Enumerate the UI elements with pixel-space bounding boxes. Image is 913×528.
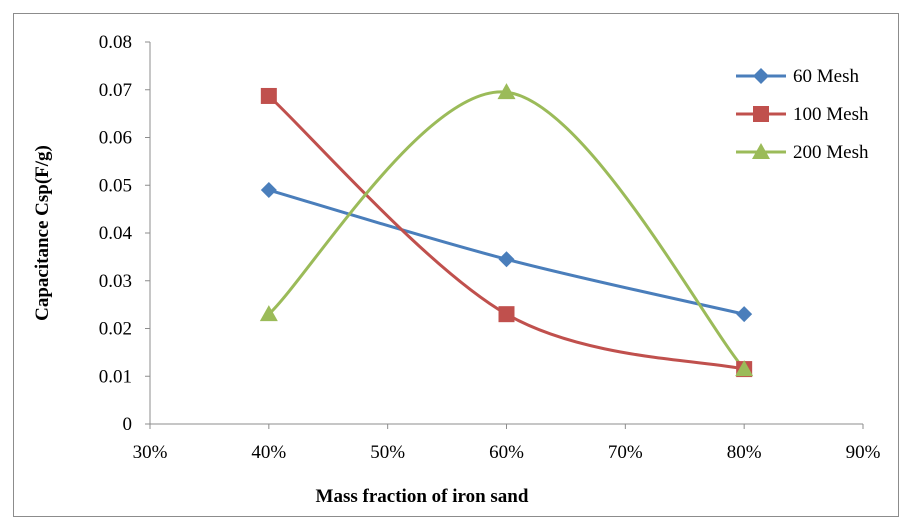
x-tick-label: 40%: [251, 442, 286, 463]
data-point-200-mesh: [259, 305, 278, 322]
legend-label: 100 Mesh: [793, 104, 869, 125]
series-line-100-mesh: [267, 94, 745, 371]
legend-item-200-mesh: 200 Mesh: [736, 142, 869, 163]
chart-frame: [13, 13, 899, 517]
legend-item-60-mesh: 60 Mesh: [736, 66, 859, 87]
legend-label: 200 Mesh: [793, 142, 869, 163]
data-point-200-mesh: [735, 360, 754, 377]
y-tick-label: 0: [123, 414, 133, 435]
data-point-100-mesh: [260, 87, 277, 104]
y-tick-label: 0.07: [99, 80, 132, 101]
legend-item-100-mesh: 100 Mesh: [736, 104, 869, 125]
x-tick-label: 80%: [727, 442, 762, 463]
data-point-60-mesh: [498, 251, 515, 268]
y-tick-label: 0.03: [99, 271, 132, 292]
y-tick-label: 0.06: [99, 128, 132, 149]
y-axis-title: Capacitance Csp(F/g): [32, 145, 53, 321]
legend-label: 60 Mesh: [793, 66, 859, 87]
y-tick-labels: 0 0.01 0.02 0.03 0.04 0.05 0.06 0.07 0.08: [99, 32, 150, 435]
legend-marker: [753, 68, 769, 84]
data-point-60-mesh: [260, 182, 277, 199]
x-axis-title: Mass fraction of iron sand: [316, 486, 529, 507]
x-tick-label: 70%: [608, 442, 643, 463]
data-point-100-mesh: [498, 306, 515, 323]
y-tick-label: 0.02: [99, 319, 132, 340]
data-point-60-mesh: [736, 306, 753, 323]
y-tick-label: 0.04: [99, 223, 133, 244]
x-tick-labels: 30% 40% 50% 60% 70% 80% 90%: [133, 424, 881, 463]
legend-marker: [752, 143, 770, 159]
x-tick-label: 50%: [370, 442, 405, 463]
y-tick-label: 0.05: [99, 175, 132, 196]
series-markers: [259, 83, 754, 378]
x-tick-label: 90%: [846, 442, 881, 463]
y-tick-label: 0.08: [99, 32, 132, 53]
legend-marker: [753, 106, 769, 122]
series-line-200-mesh: [267, 90, 746, 371]
series-lines: [267, 90, 746, 371]
x-tick-label: 60%: [489, 442, 524, 463]
y-tick-label: 0.01: [99, 366, 132, 387]
x-tick-label: 30%: [133, 442, 168, 463]
data-point-200-mesh: [497, 83, 516, 100]
legend: 60 Mesh 100 Mesh 200 Mesh: [736, 66, 869, 163]
